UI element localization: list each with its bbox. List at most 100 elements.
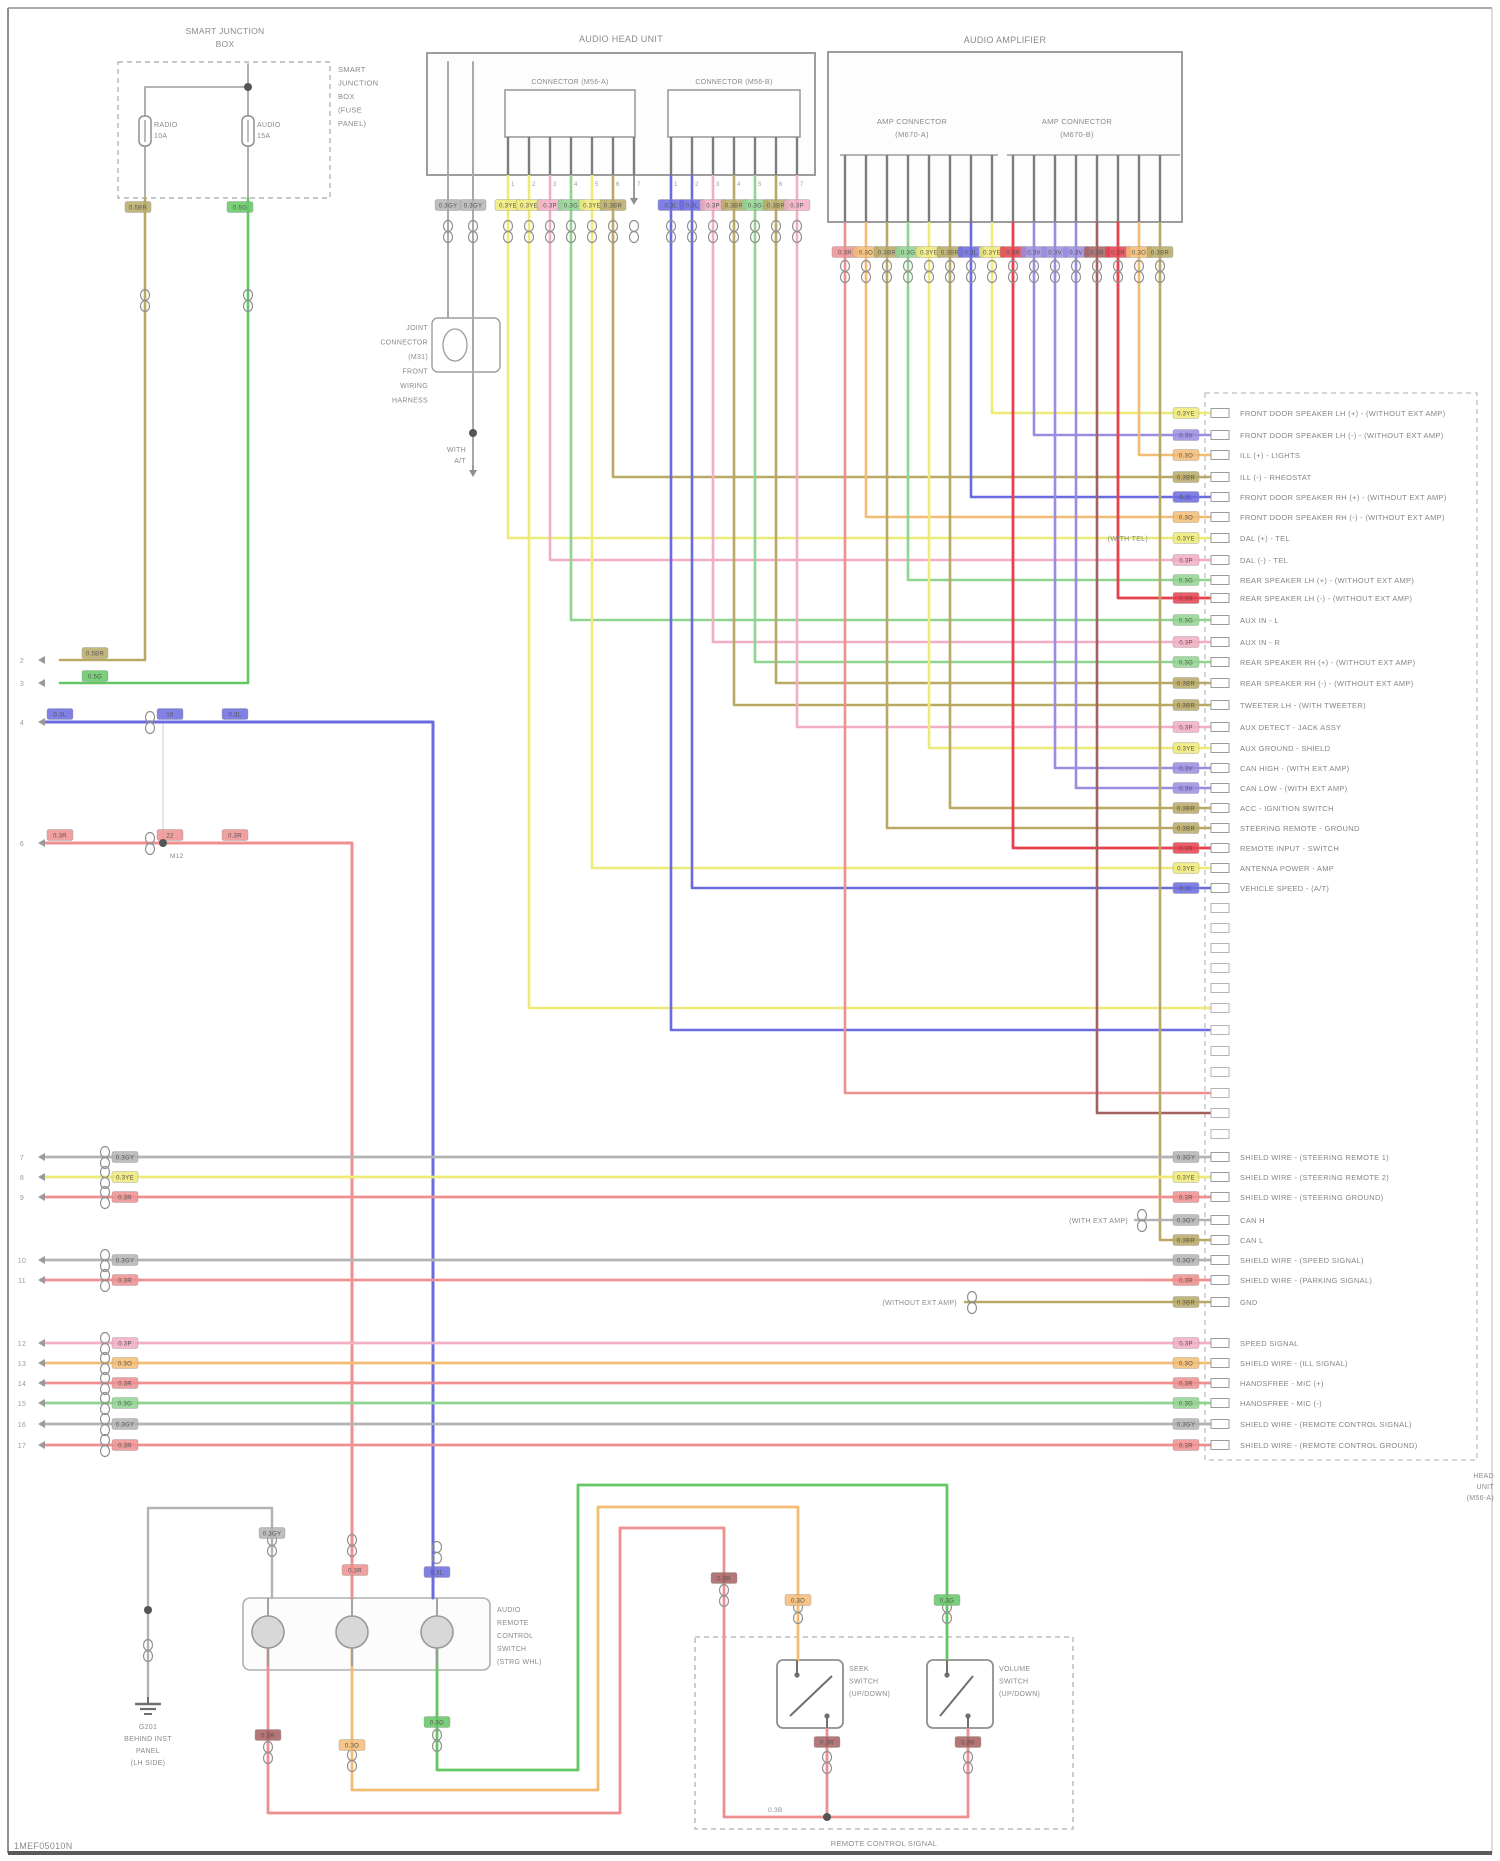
inline-connector-icon bbox=[1133, 270, 1145, 284]
wire-code-text: 0.3BR bbox=[767, 204, 786, 210]
pin-row-label: SHIELD WIRE - (PARKING SIGNAL) bbox=[1240, 1276, 1372, 1285]
junction-dot bbox=[823, 1813, 831, 1821]
wire-code-text: 0.3R bbox=[961, 1741, 975, 1747]
wire-code-text: 0.3P bbox=[543, 204, 557, 210]
inline-connector-icon bbox=[144, 721, 156, 735]
pin-row-label: FRONT DOOR SPEAKER LH (-) - (WITHOUT EXT… bbox=[1240, 431, 1444, 440]
pin-row-label: VEHICLE SPEED - (A/T) bbox=[1240, 884, 1329, 893]
pin-cell bbox=[1210, 1398, 1230, 1408]
pin-cell-empty bbox=[1210, 903, 1230, 913]
inline-connector-icon bbox=[792, 1611, 804, 1625]
pin-row-label: AUX DETECT - JACK ASSY bbox=[1240, 723, 1342, 732]
wire-code-text: 0.3R bbox=[1179, 1382, 1193, 1388]
head-connector-a-label: CONNECTOR (M56-A) bbox=[531, 79, 608, 86]
wire-code-label bbox=[459, 199, 487, 211]
wire-code-label bbox=[46, 708, 74, 720]
pin-cell bbox=[1210, 450, 1230, 460]
pin-row-label: SHIELD WIRE - (REMOTE CONTROL SIGNAL) bbox=[1240, 1420, 1412, 1429]
wire-code-label bbox=[1172, 1234, 1200, 1246]
wire-code-text: 0.3P bbox=[1179, 1342, 1193, 1348]
wire-code-label bbox=[1172, 862, 1200, 874]
edge-pin-arrow-icon bbox=[38, 1153, 45, 1161]
joint-connector-box bbox=[431, 317, 501, 373]
hu-blue-1 bbox=[669, 173, 1213, 1032]
edge-pin-number: 4 bbox=[20, 720, 24, 727]
pin-cell bbox=[1210, 408, 1230, 418]
wire-code-text: 0.3L bbox=[965, 251, 978, 257]
wire-code-text: 0.3P bbox=[1179, 726, 1193, 732]
inline-connector-icon bbox=[99, 1342, 111, 1356]
edge-pin-number: 16 bbox=[18, 1422, 26, 1429]
pin-row-label: HANDSFREE - MIC (-) bbox=[1240, 1399, 1322, 1408]
wire-code-label bbox=[156, 829, 184, 841]
inline-connector-icon bbox=[839, 270, 851, 284]
edge-pin-arrow-icon bbox=[38, 839, 45, 847]
inline-connector-icon bbox=[586, 230, 598, 244]
pin-cell bbox=[1210, 1440, 1230, 1450]
pin-cell bbox=[1210, 472, 1230, 482]
junction-dot bbox=[469, 429, 477, 437]
arrow-icon bbox=[630, 198, 638, 205]
inline-connector-icon bbox=[986, 270, 998, 284]
remote-green-return bbox=[435, 1483, 949, 1772]
wire-code-text: 0.3R bbox=[261, 1734, 275, 1740]
wire-code-text: 0.3V bbox=[1179, 767, 1193, 773]
pin-row-label: REAR SPEAKER RH (-) - (WITHOUT EXT AMP) bbox=[1240, 679, 1414, 688]
hu-pink-1 bbox=[548, 173, 1213, 562]
wire-code-text: 0.3L bbox=[1180, 496, 1193, 502]
inline-connector-icon bbox=[1049, 270, 1061, 284]
pin-row-label: ILL (+) - LIGHTS bbox=[1240, 451, 1300, 460]
pin-cell bbox=[1210, 1235, 1230, 1245]
seek-switch-label: SEEK SWITCH (UP/DOWN) bbox=[849, 1666, 890, 1698]
fuse1-label: RADIO 10A bbox=[154, 122, 178, 140]
head-unit-title: AUDIO HEAD UNIT bbox=[579, 34, 663, 44]
remote-switch-contact bbox=[335, 1615, 369, 1649]
amplifier-box bbox=[827, 51, 1183, 223]
wire-code-text: 0.3G bbox=[901, 251, 915, 257]
wire-code-text: 0.3BR bbox=[878, 251, 897, 257]
wire-code-text: 0.3GY bbox=[116, 1259, 135, 1265]
wire-code-label bbox=[254, 1729, 282, 1741]
wire-code-text: 0.3R bbox=[1090, 251, 1104, 257]
inline-connector-icon bbox=[1154, 270, 1166, 284]
pin-row-label: ACC - IGNITION SWITCH bbox=[1240, 804, 1334, 813]
pin-cell bbox=[1210, 555, 1230, 565]
head-unit-pin-number: 7 bbox=[800, 182, 804, 188]
pin-cell bbox=[1210, 1275, 1230, 1285]
pin-cell bbox=[1210, 700, 1230, 710]
wire-code-label bbox=[111, 1337, 139, 1349]
inline-connector-icon bbox=[770, 230, 782, 244]
wire-code-text: 0.3O bbox=[791, 1599, 805, 1605]
pin-row-label: CAN L bbox=[1240, 1236, 1264, 1245]
wire-code-text: 0.3R bbox=[348, 1569, 362, 1575]
inline-connector-icon bbox=[860, 270, 872, 284]
wire-code-label bbox=[954, 1736, 982, 1748]
wire-code-label bbox=[599, 199, 627, 211]
wire-code-label bbox=[111, 1357, 139, 1369]
wire-code-text: 0.3G bbox=[564, 204, 578, 210]
wire-code-label bbox=[1172, 1151, 1200, 1163]
edge-pin-arrow-icon bbox=[38, 679, 45, 687]
pin-cell-empty bbox=[1210, 1046, 1230, 1056]
inline-connector-icon bbox=[99, 1382, 111, 1396]
wire-code-label bbox=[111, 1439, 139, 1451]
wire-code-text: 0.3R bbox=[228, 834, 242, 840]
junction-dot bbox=[159, 839, 167, 847]
amp-red-1 bbox=[843, 220, 1213, 1095]
pin-cell bbox=[1210, 1338, 1230, 1348]
amp-violet-1 bbox=[1032, 220, 1213, 437]
wire-code-text: 0.3O bbox=[1179, 1362, 1193, 1368]
pin-row-label: FRONT DOOR SPEAKER RH (-) - (WITHOUT EXT… bbox=[1240, 513, 1445, 522]
volume-switch-label: VOLUME SWITCH (UP/DOWN) bbox=[999, 1666, 1040, 1698]
inline-connector-icon bbox=[966, 1301, 978, 1315]
inline-connector-icon bbox=[431, 1551, 443, 1565]
wire-code-text: 0.3YE bbox=[520, 204, 538, 210]
wire-code-text: 0.3GY bbox=[1177, 1156, 1196, 1162]
pin-cell bbox=[1210, 1172, 1230, 1182]
inline-connector-icon bbox=[442, 230, 454, 244]
wire-code-label bbox=[1172, 1171, 1200, 1183]
wire-code-label bbox=[1172, 1274, 1200, 1286]
pin-row-label: AUX IN - R bbox=[1240, 638, 1280, 647]
wire-code-text: 0.3R bbox=[53, 834, 67, 840]
pin-cell bbox=[1210, 823, 1230, 833]
